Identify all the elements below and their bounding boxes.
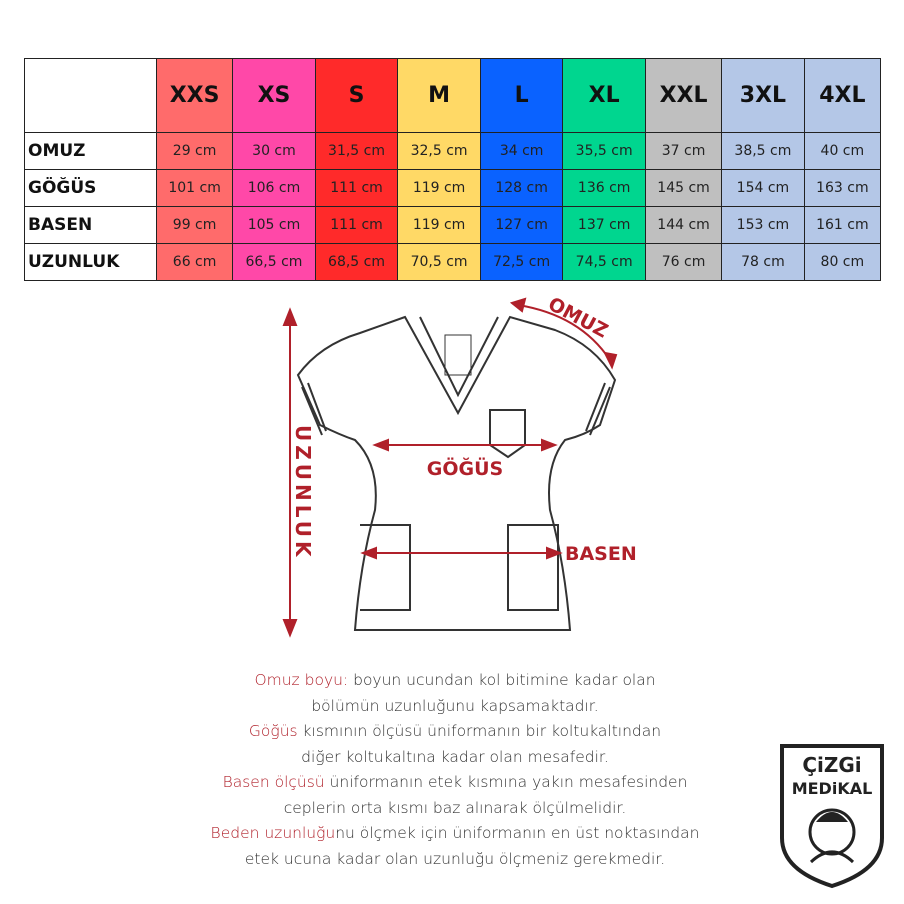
table-row: BASEN 99 cm 105 cm 111 cm 119 cm 127 cm 137 cm… [24, 206, 882, 244]
table-row: OMUZ 29 cm 30 cm 31,5 cm 32,5 cm 34 cm 35,5 cm… [24, 132, 882, 170]
measurement-cell: 66,5 cm [232, 243, 316, 281]
row-label: BASEN [24, 206, 157, 244]
description-text: boyun ucundan kol bitimine kadar olan [348, 671, 656, 689]
measurement-cell: 137 cm [562, 206, 646, 244]
measurement-cell: 105 cm [232, 206, 316, 244]
measurement-cell: 144 cm [644, 206, 723, 244]
size-header-xl: XL [562, 58, 646, 133]
row-label: OMUZ [24, 132, 157, 170]
measurement-description: Omuz boyu: boyun ucundan kol bitimine ka… [160, 668, 750, 872]
measurement-cell: 106 cm [232, 169, 316, 207]
description-line: etek ucuna kadar olan uzunluğu ölçmeniz … [160, 847, 750, 873]
measurement-cell: 76 cm [644, 243, 723, 281]
uzunluk-label: UZUNLUK [291, 425, 315, 561]
measurement-cell: 74,5 cm [562, 243, 646, 281]
measurement-cell: 99 cm [155, 206, 234, 244]
description-line: Omuz boyu: boyun ucundan kol bitimine ka… [160, 668, 750, 694]
description-line: ceplerin orta kısmı baz alınarak ölçülme… [160, 796, 750, 822]
size-chart-table: XXS XS S M L XL XXL 3XL 4XL OMUZ 29 cm 30 cm 31,5 c… [24, 58, 882, 281]
description-highlight: Göğüs [248, 722, 298, 740]
table-row: UZUNLUK 66 cm 66,5 cm 68,5 cm 70,5 cm 72,5 cm… [24, 243, 882, 281]
measurement-cell: 111 cm [314, 169, 399, 207]
description-text: kısmının ölçüsü üniformanın bir koltukal… [297, 722, 662, 740]
measurement-cell: 128 cm [479, 169, 564, 207]
measurement-cell: 34 cm [479, 132, 564, 170]
measurement-cell: 101 cm [155, 169, 234, 207]
measurement-cell: 119 cm [397, 206, 481, 244]
measurement-cell: 37 cm [644, 132, 723, 170]
measurement-cell: 70,5 cm [397, 243, 481, 281]
measurement-cell: 119 cm [397, 169, 481, 207]
description-line: Beden uzunluğunu ölçmek için üniformanın… [160, 821, 750, 847]
neck-logo-icon [444, 334, 472, 376]
measurement-cell: 40 cm [803, 132, 882, 170]
shirt-outline [296, 315, 617, 631]
description-text: nu ölçmek için üniformanın en üst noktas… [335, 824, 700, 842]
description-line: Göğüs kısmının ölçüsü üniformanın bir ko… [160, 719, 750, 745]
measurement-cell: 145 cm [644, 169, 723, 207]
size-header-xxl: XXL [644, 58, 723, 133]
measurement-cell: 127 cm [479, 206, 564, 244]
chest-pocket [489, 409, 526, 459]
measurement-cell: 80 cm [803, 243, 882, 281]
measurement-cell: 31,5 cm [314, 132, 399, 170]
description-text: üniformanın etek kısmına yakın mesafesin… [324, 773, 688, 791]
measurement-cell: 30 cm [232, 132, 316, 170]
measurement-cell: 32,5 cm [397, 132, 481, 170]
measurement-cell: 78 cm [721, 243, 805, 281]
measurement-cell: 136 cm [562, 169, 646, 207]
size-header-s: S [314, 58, 399, 133]
row-label: UZUNLUK [24, 243, 157, 281]
svg-text:ÇiZGi: ÇiZGi [802, 753, 861, 777]
size-header-xs: XS [232, 58, 316, 133]
omuz-label: OMUZ [544, 295, 611, 343]
measurement-cell: 154 cm [721, 169, 805, 207]
measurement-cell: 29 cm [155, 132, 234, 170]
description-highlight: Omuz boyu: [254, 671, 349, 689]
scrub-top-diagram: GÖĞÜS BASEN OMUZ UZUNLUK [282, 295, 637, 638]
measurement-cell: 111 cm [314, 206, 399, 244]
svg-text:MEDiKAL: MEDiKAL [792, 779, 873, 798]
measurement-cell: 161 cm [803, 206, 882, 244]
description-text: etek ucuna kadar olan uzunluğu ölçmeniz … [244, 849, 666, 868]
measurement-cell: 35,5 cm [562, 132, 646, 170]
description-highlight: Beden uzunluğu [210, 824, 336, 842]
cizgi-medikal-logo: ÇiZGi MEDiKAL [780, 744, 884, 889]
size-header-4xl: 4XL [803, 58, 882, 133]
description-highlight: Basen ölçüsü [222, 773, 325, 791]
basen-label: BASEN [565, 543, 637, 565]
measurement-cell: 153 cm [721, 206, 805, 244]
description-line: diğer koltukaltına kadar olan mesafedir. [160, 745, 750, 771]
table-row: GÖĞÜS 101 cm 106 cm 111 cm 119 cm 128 cm 136 c… [24, 169, 882, 207]
right-pocket [507, 524, 559, 611]
size-header-m: M [397, 58, 481, 133]
measurement-cell: 163 cm [803, 169, 882, 207]
corner-cell [24, 58, 157, 133]
size-header-xxs: XXS [155, 58, 234, 133]
size-header-3xl: 3XL [721, 58, 805, 133]
gogus-label: GÖĞÜS [427, 456, 503, 480]
size-header-l: L [479, 58, 564, 133]
measurement-cell: 68,5 cm [314, 243, 399, 281]
left-pocket [360, 524, 411, 611]
measurement-cell: 38,5 cm [721, 132, 805, 170]
description-text: diğer koltukaltına kadar olan mesafedir. [301, 747, 609, 766]
description-text: ceplerin orta kısmı baz alınarak ölçülme… [283, 798, 627, 817]
description-line: Basen ölçüsü üniformanın etek kısmına ya… [160, 770, 750, 796]
description-line: bölümün uzunluğunu kapsamaktadır. [160, 694, 750, 720]
measurement-cell: 66 cm [155, 243, 234, 281]
description-text: bölümün uzunluğunu kapsamaktadır. [311, 696, 599, 715]
row-label: GÖĞÜS [24, 169, 157, 207]
measurement-cell: 72,5 cm [479, 243, 564, 281]
